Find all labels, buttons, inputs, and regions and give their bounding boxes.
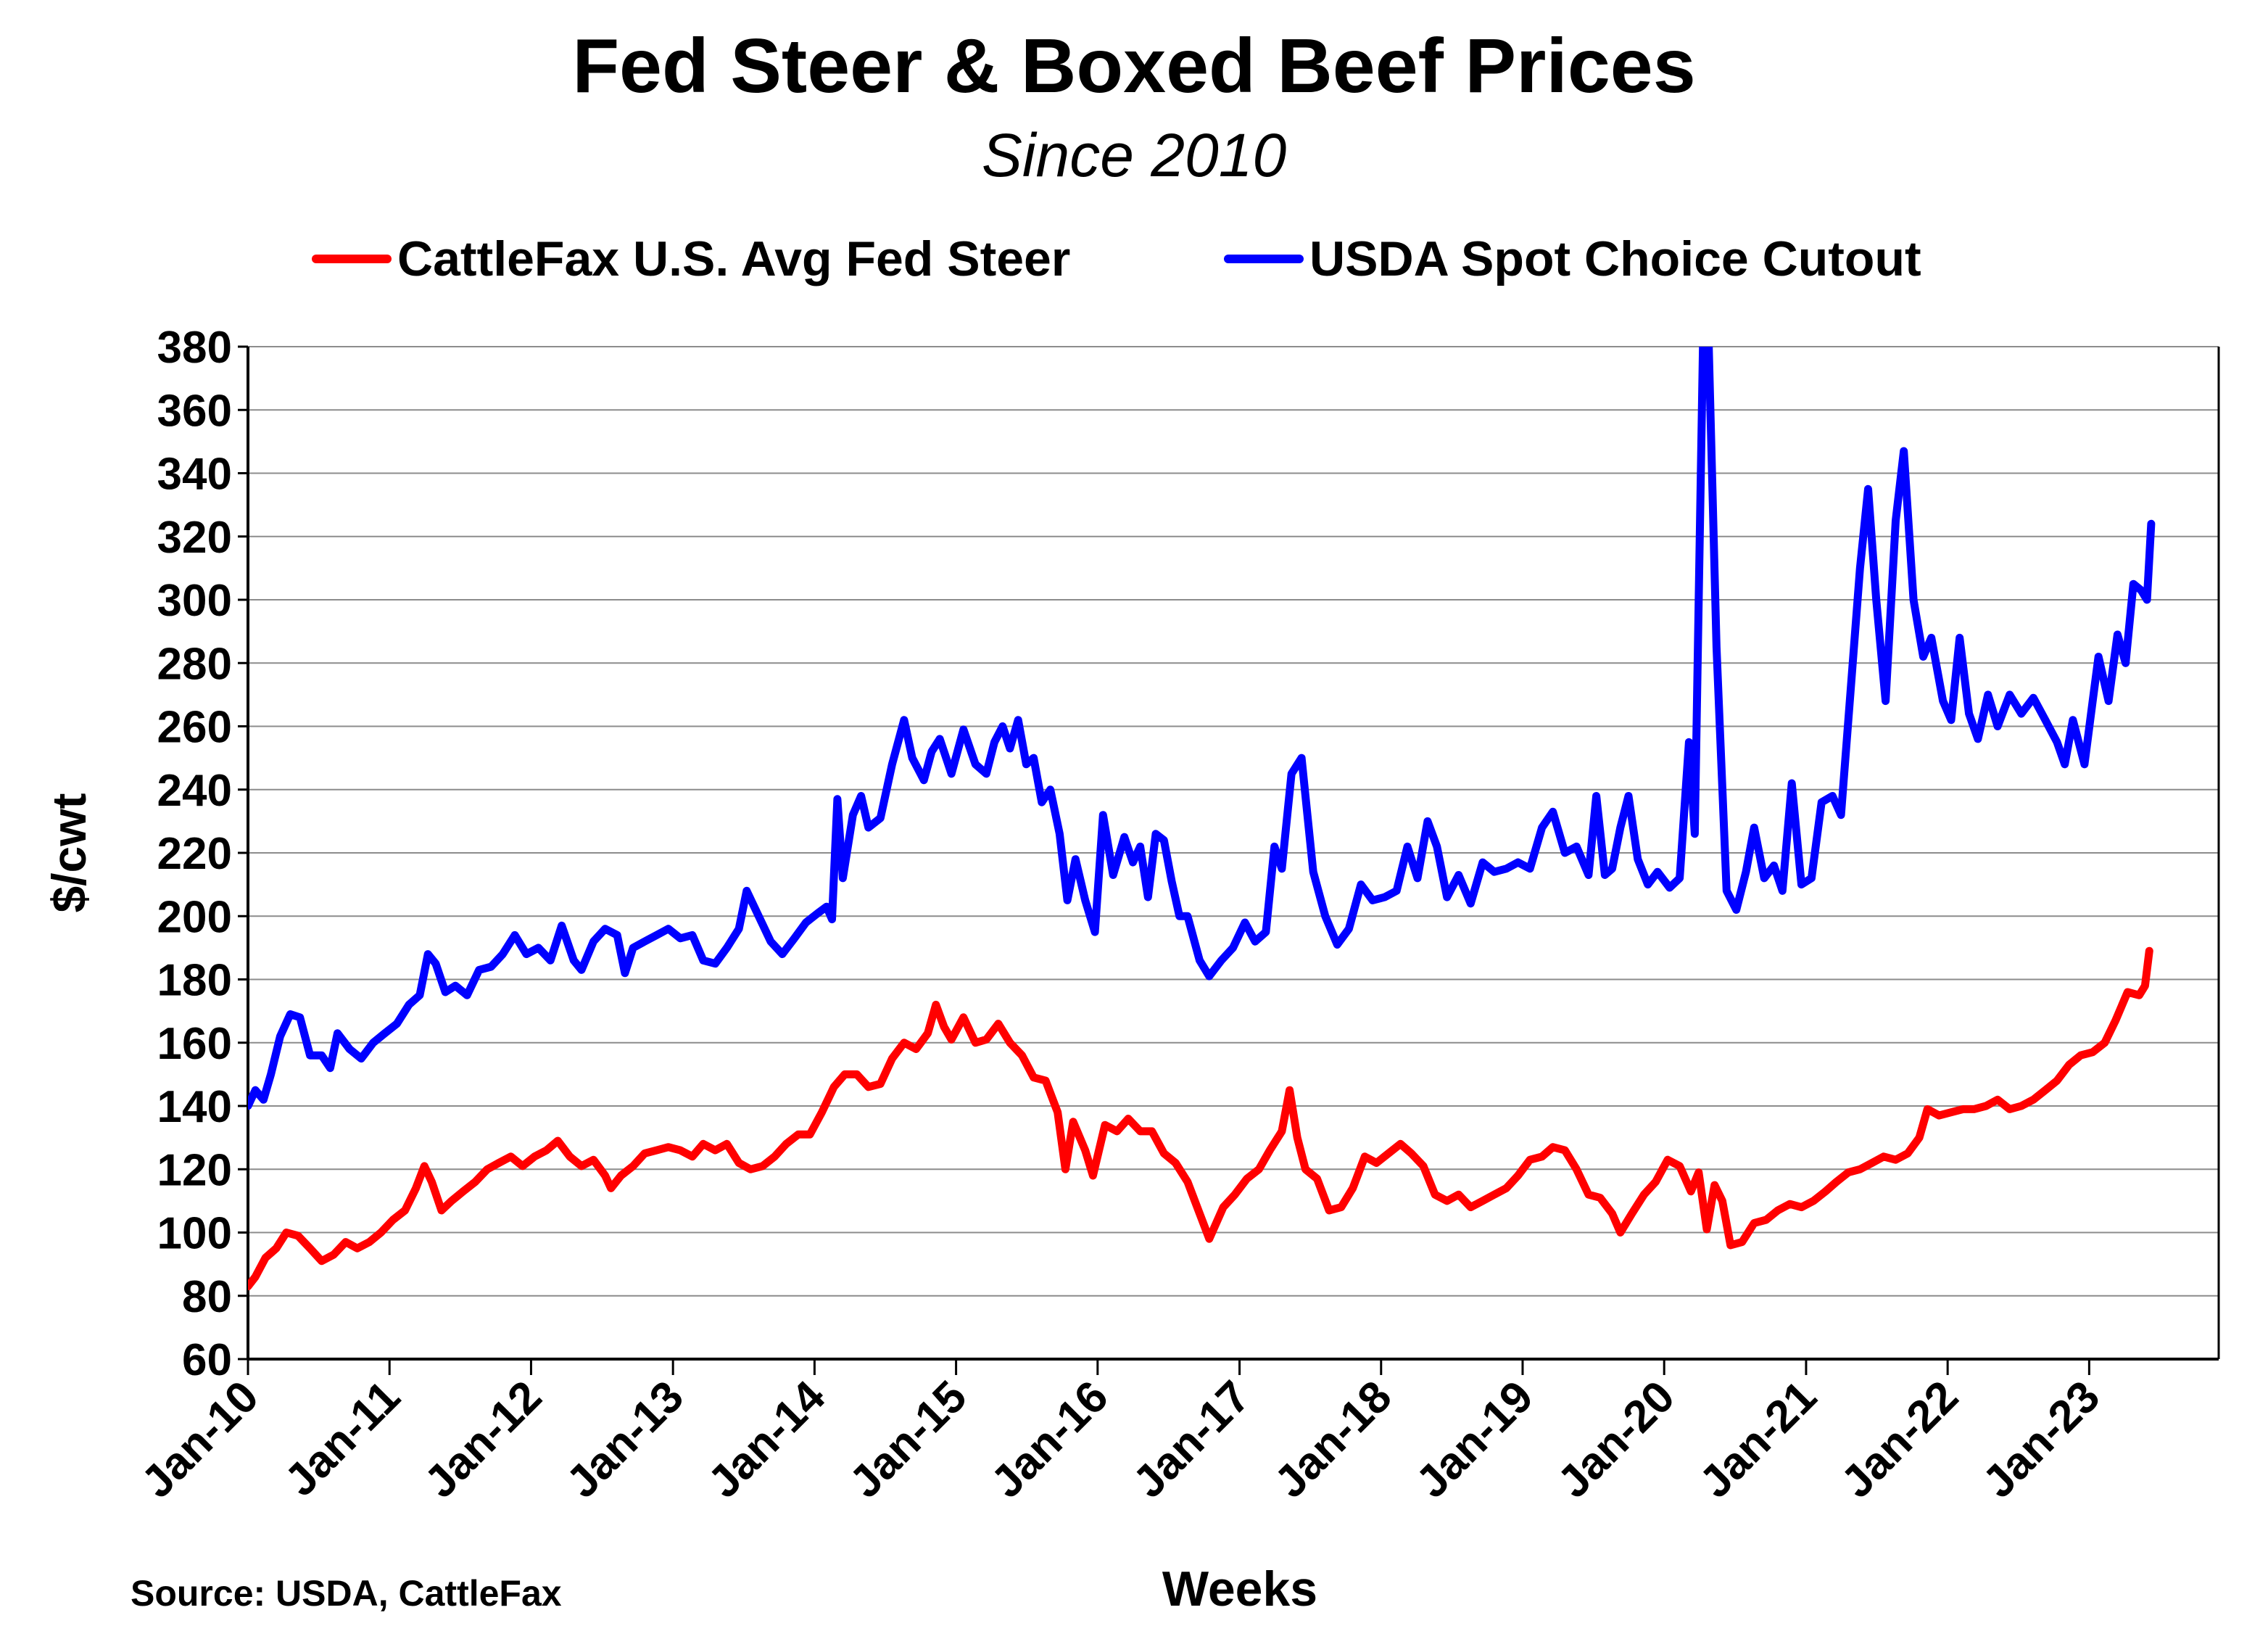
x-tick-label: Jan-17	[1124, 1371, 1260, 1508]
series-lines	[248, 347, 2156, 1291]
x-tick-label: Jan-11	[276, 1371, 410, 1506]
series-line-choice-cutout	[248, 347, 2156, 1110]
axis-labels: 60 80 100 120 140 160 180 200 220 240 260 280 300 320…	[42, 323, 2109, 1508]
y-tick-label: 340	[157, 450, 232, 500]
legend-swatch-fed-steer	[312, 255, 392, 263]
y-tick-label: 60	[182, 1335, 232, 1385]
y-tick-label: 320	[157, 513, 232, 563]
x-tick-label: Jan-22	[1832, 1371, 1968, 1508]
legend-item-fed-steer: CattleFax U.S. Avg Fed Steer	[312, 226, 1070, 292]
x-tick-label: Jan-18	[1265, 1371, 1402, 1508]
y-tick-label: 300	[157, 576, 232, 626]
x-tick-label: Jan-12	[415, 1371, 552, 1508]
y-tick-label: 100	[157, 1209, 232, 1259]
x-tick-label: Jan-10	[132, 1371, 268, 1508]
y-tick-label: 120	[157, 1145, 232, 1195]
y-tick-label: 140	[157, 1082, 232, 1132]
axes	[238, 345, 2220, 1375]
chart-title: Fed Steer & Boxed Beef Prices	[572, 23, 1696, 109]
legend: CattleFax U.S. Avg Fed Steer USDA Spot C…	[0, 226, 2268, 292]
legend-label-choice-cutout: USDA Spot Choice Cutout	[1309, 231, 1921, 286]
y-tick-label: 220	[157, 829, 232, 879]
x-tick-label: Jan-19	[1407, 1371, 1543, 1508]
x-tick-label: Jan-13	[557, 1371, 693, 1508]
y-tick-label: 160	[157, 1019, 232, 1069]
x-tick-label: Jan-14	[699, 1371, 835, 1508]
x-tick-label: Jan-23	[1974, 1371, 2110, 1508]
y-tick-label: 380	[157, 323, 232, 373]
y-tick-label: 200	[157, 892, 232, 942]
chart-subtitle: Since 2010	[981, 121, 1287, 189]
y-tick-label: 80	[182, 1272, 232, 1322]
series-line-fed-steer	[248, 946, 2153, 1291]
y-tick-label: 360	[157, 386, 232, 436]
legend-label-fed-steer: CattleFax U.S. Avg Fed Steer	[397, 231, 1071, 286]
y-tick-label: 240	[157, 766, 232, 816]
y-tick-label: 280	[157, 639, 232, 689]
x-tick-label: Jan-20	[1548, 1371, 1684, 1508]
source-note: Source: USDA, CattleFax	[131, 1573, 562, 1614]
legend-swatch-choice-cutout	[1224, 255, 1304, 263]
x-tick-label: Jan-16	[982, 1371, 1118, 1508]
y-tick-label: 260	[157, 703, 232, 753]
y-axis-title: $/cwt	[42, 793, 96, 912]
x-axis-title: Weeks	[1162, 1561, 1318, 1617]
y-tick-label: 180	[157, 956, 232, 1006]
x-tick-label: Jan-21	[1690, 1371, 1826, 1508]
x-tick-label: Jan-15	[840, 1371, 977, 1508]
legend-item-choice-cutout: USDA Spot Choice Cutout	[1224, 226, 1921, 292]
